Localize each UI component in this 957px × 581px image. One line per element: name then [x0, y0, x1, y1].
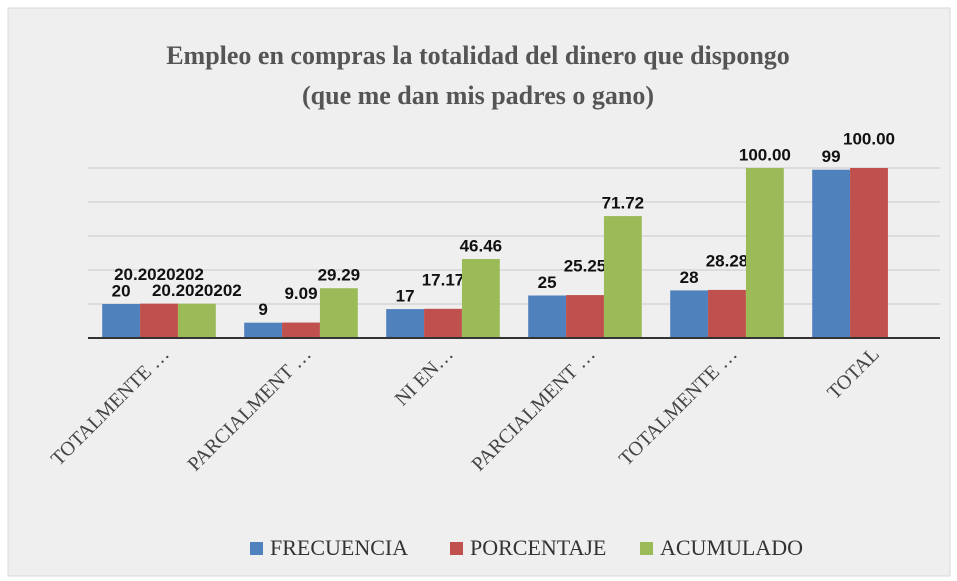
data-label: 20.2020202 — [152, 281, 242, 300]
chart-title: (que me dan mis padres o gano) — [302, 81, 654, 110]
bar — [566, 295, 604, 338]
bar — [282, 322, 320, 338]
bar — [745, 168, 784, 338]
data-label: 25 — [538, 273, 557, 292]
bar — [461, 259, 500, 338]
bar — [386, 309, 425, 338]
bar — [424, 308, 462, 338]
data-label: 20.2020202 — [114, 265, 204, 284]
data-label: 17.17 — [422, 270, 465, 289]
bar — [812, 169, 851, 338]
data-label: 100.00 — [843, 129, 895, 148]
data-label: 46.46 — [460, 237, 503, 256]
bar — [603, 216, 642, 338]
legend-swatch — [250, 542, 263, 555]
bar — [670, 290, 709, 338]
data-label: 17 — [396, 287, 415, 306]
legend-label: FRECUENCIA — [270, 535, 408, 560]
data-label: 28.28 — [706, 251, 749, 270]
data-label: 29.29 — [318, 266, 361, 285]
legend-swatch — [640, 542, 653, 555]
data-label: 99 — [822, 147, 841, 166]
chart-title: Empleo en compras la totalidad del diner… — [166, 41, 790, 70]
data-label: 25.25 — [564, 257, 607, 276]
legend-label: ACUMULADO — [660, 535, 803, 560]
bar — [244, 322, 283, 338]
data-label: 71.72 — [602, 194, 645, 213]
data-label: 9 — [258, 300, 267, 319]
bar — [708, 289, 746, 338]
bar — [850, 168, 888, 338]
data-label: 20 — [112, 281, 131, 300]
bar — [528, 295, 567, 338]
bar — [102, 304, 141, 338]
bar — [177, 303, 216, 338]
data-label: 100.00 — [739, 145, 791, 164]
bar — [140, 303, 178, 338]
data-label: 9.09 — [284, 284, 317, 303]
bar — [319, 288, 358, 338]
data-label: 28 — [680, 268, 699, 287]
legend-label: PORCENTAJE — [470, 535, 606, 560]
legend-swatch — [450, 542, 463, 555]
